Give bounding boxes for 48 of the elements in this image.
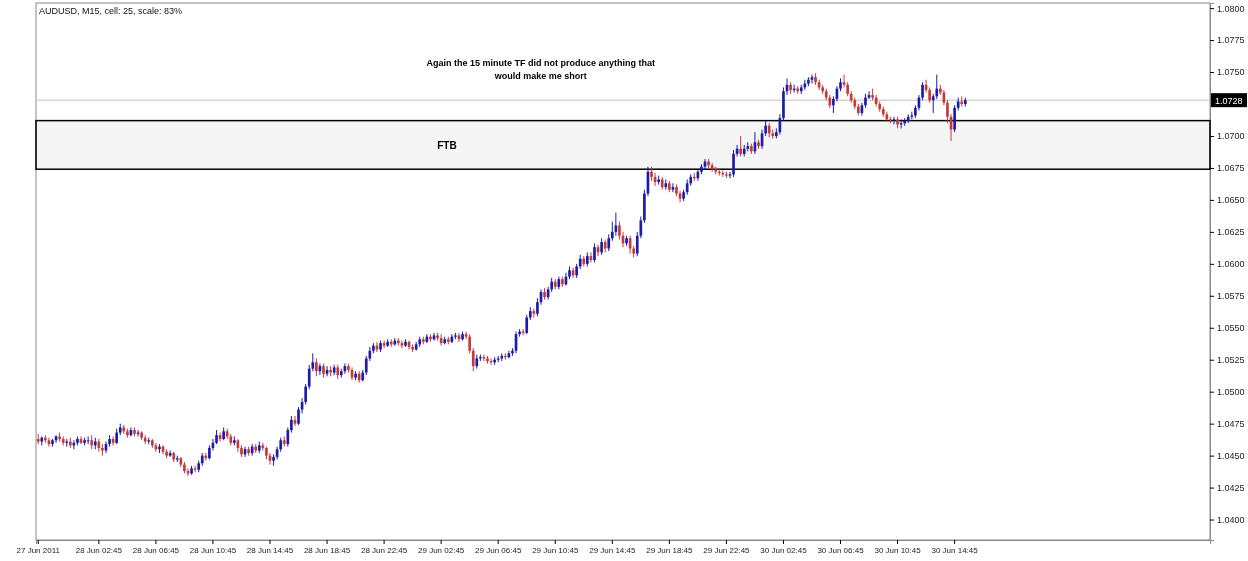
candlestick xyxy=(739,135,742,157)
y-tick-label: 1.0475 xyxy=(1217,419,1245,430)
x-tick-label: 28 Jun 14:45 xyxy=(246,545,294,555)
y-tick-label: 1.0425 xyxy=(1217,482,1245,493)
x-tick-label: 28 Jun 22:45 xyxy=(360,545,408,555)
x-tick-label: 29 Jun 22:45 xyxy=(703,545,751,555)
y-tick-label: 1.0450 xyxy=(1217,450,1245,461)
y-tick-label: 1.0550 xyxy=(1217,323,1245,334)
candlestick xyxy=(468,333,472,354)
candlestick xyxy=(732,149,735,178)
candlestick xyxy=(286,426,290,448)
candlestick xyxy=(953,104,956,133)
y-tick-label: 1.0650 xyxy=(1217,195,1245,206)
x-tick-label: 29 Jun 18:45 xyxy=(646,545,694,555)
x-tick-label: 30 Jun 02:45 xyxy=(760,545,808,555)
chart-title: AUDUSD, M15, cell: 25, scale: 83% xyxy=(39,6,183,16)
candlestick xyxy=(525,314,529,335)
y-tick-label: 1.0525 xyxy=(1217,355,1245,366)
x-tick-label: 28 Jun 10:45 xyxy=(189,545,237,555)
x-tick-label: 29 Jun 02:45 xyxy=(418,545,465,555)
y-tick-label: 1.0625 xyxy=(1217,227,1245,238)
x-tick-label: 30 Jun 10:45 xyxy=(874,545,922,555)
y-tick-label: 1.0575 xyxy=(1217,291,1245,302)
x-tick-label: 29 Jun 06:45 xyxy=(475,545,522,555)
x-tick-label: 28 Jun 18:45 xyxy=(303,545,351,555)
y-tick-label: 1.0750 xyxy=(1217,67,1245,78)
x-tick-label: 28 Jun 02:45 xyxy=(75,545,123,555)
x-tick-label: 29 Jun 14:45 xyxy=(589,545,636,555)
candlestick xyxy=(471,347,475,372)
candlestick xyxy=(593,242,596,264)
x-tick-label: 28 Jun 06:45 xyxy=(132,545,180,555)
y-tick-label: 1.0675 xyxy=(1217,163,1245,174)
band-label: FTB xyxy=(437,139,457,151)
x-tick-label: 27 Jun 2011 xyxy=(16,545,61,555)
y-tick-label: 1.0500 xyxy=(1217,387,1245,398)
y-tick-label: 1.0775 xyxy=(1217,35,1245,46)
candlestick xyxy=(892,116,896,125)
x-tick-label: 30 Jun 14:45 xyxy=(931,545,979,555)
candlestick xyxy=(193,465,197,473)
y-tick-label: 1.0400 xyxy=(1217,514,1245,525)
y-tick-label: 1.0600 xyxy=(1217,259,1245,270)
y-tick-label: 1.0700 xyxy=(1217,131,1245,142)
y-tick-label: 1.0800 xyxy=(1217,3,1245,14)
candlestick xyxy=(504,352,507,361)
x-tick-label: 30 Jun 06:45 xyxy=(817,545,865,555)
annotation: Again the 15 minute TF did not produce anything that would make me short xyxy=(426,58,656,81)
x-tick-label: 29 Jun 10:45 xyxy=(532,545,579,555)
ref-line-label: 1.0728 xyxy=(1215,96,1243,107)
